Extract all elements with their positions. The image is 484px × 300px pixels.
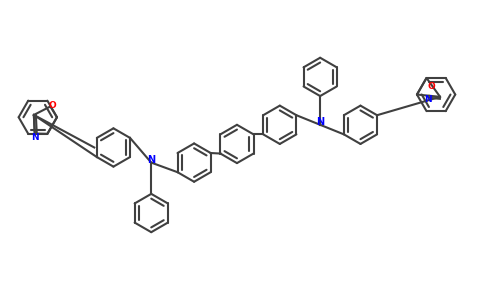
Text: N: N bbox=[31, 133, 39, 142]
Text: N: N bbox=[147, 155, 155, 165]
Text: O: O bbox=[428, 82, 436, 91]
Text: N: N bbox=[316, 117, 324, 127]
Text: N: N bbox=[424, 95, 432, 104]
Text: O: O bbox=[48, 101, 56, 110]
